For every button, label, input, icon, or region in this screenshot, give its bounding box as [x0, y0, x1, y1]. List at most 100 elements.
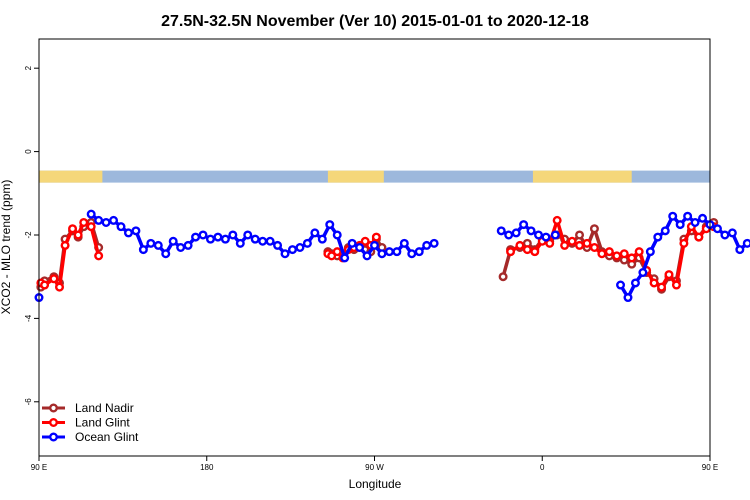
land-glint-point [649, 278, 659, 288]
land-nadir-point [589, 224, 599, 234]
ocean-glint-point [332, 230, 342, 240]
ocean-glint-point [146, 238, 156, 248]
land-glint-point [612, 251, 622, 261]
x-tick-label: 90 E [31, 463, 47, 472]
x-tick-label: 180 [200, 463, 214, 472]
land-glint-point [55, 282, 65, 292]
land-glint-point [589, 242, 599, 252]
land-glint-point [694, 232, 704, 242]
land-glint-point [515, 240, 525, 250]
land-glint-point [327, 251, 337, 261]
ocean-glint-point [630, 278, 640, 288]
ocean-glint-point [325, 220, 335, 230]
legend-swatch-point-land-glint [49, 418, 59, 428]
ocean-glint-point [310, 228, 320, 238]
ocean-glint-point [258, 236, 268, 246]
ocean-glint-point [287, 245, 297, 255]
ocean-glint-point [265, 236, 275, 246]
land-strip [327, 170, 384, 183]
y-tick-label: -2 [24, 231, 33, 239]
ocean-glint-point [161, 249, 171, 259]
land-glint-point [530, 247, 540, 257]
ocean-glint-point [429, 238, 439, 248]
land-glint-point [68, 224, 78, 234]
ocean-glint-point [138, 245, 148, 255]
ocean-glint-point [414, 247, 424, 257]
ocean-glint-point [690, 217, 700, 227]
land-glint-point [679, 238, 689, 248]
land-glint-point [552, 215, 562, 225]
ocean-glint-point [541, 232, 551, 242]
land-glint-point [79, 217, 89, 227]
ocean-glint-point [198, 230, 208, 240]
land-glint-point [522, 245, 532, 255]
land-glint-point [86, 222, 96, 232]
ocean-glint-point [616, 280, 626, 290]
legend-swatch-point-land-nadir [49, 403, 59, 413]
ocean-glint-point [399, 238, 409, 248]
ocean-glint-point [109, 215, 119, 225]
ocean-glint-point [220, 234, 230, 244]
ocean-glint-point [392, 247, 402, 257]
ocean-glint-point [534, 230, 544, 240]
land-glint-point [604, 247, 614, 257]
ocean-glint-point [675, 220, 685, 230]
ocean-glint-point [340, 253, 350, 263]
ocean-glint-point [511, 228, 521, 238]
y-tick-label: 0 [24, 149, 33, 154]
y-tick-label: 2 [24, 65, 33, 70]
ocean-glint-point [735, 245, 745, 255]
ocean-glint-point [660, 226, 670, 236]
land-glint-point [582, 238, 592, 248]
land-strip [532, 170, 632, 183]
ocean-glint-point [250, 234, 260, 244]
x-axis: 90 E 180 90 W 0 90 E [31, 456, 718, 472]
y-axis: 2 0 -2 -4 -6 [24, 65, 39, 405]
ocean-glint-point [422, 240, 432, 250]
y-axis-label: XCO2 - MLO trend (ppm) [0, 180, 13, 315]
ocean-glint-point [235, 238, 245, 248]
ocean-glint-point [720, 230, 730, 240]
ocean-glint-point [504, 230, 514, 240]
x-tick-label: 90 W [365, 463, 384, 472]
ocean-glint-point [355, 242, 365, 252]
ocean-glint-point [243, 230, 253, 240]
ocean-glint-point [86, 209, 96, 219]
ocean-glint-point [683, 211, 693, 221]
ocean-glint-point [638, 268, 648, 278]
ocean-glint-point [712, 224, 722, 234]
land-glint-point [567, 236, 577, 246]
ocean-glint-point [645, 247, 655, 257]
ocean-glint-point [191, 232, 201, 242]
ocean-glint-point [653, 232, 663, 242]
ocean-glint-point [273, 240, 283, 250]
land-glint-point [506, 247, 516, 257]
ocean-glint-point [280, 249, 290, 259]
legend-label-land-nadir: Land Nadir [75, 401, 134, 415]
ocean-glint-point [407, 249, 417, 259]
land-glint-point [545, 238, 555, 248]
land-glint-point [560, 240, 570, 250]
ocean-glint-point [496, 226, 506, 236]
ocean-glint-point [101, 217, 111, 227]
y-tick-label: -6 [24, 398, 33, 406]
x-axis-label: Longitude [349, 477, 402, 491]
ocean-glint-point [183, 240, 193, 250]
land-glint-point [575, 240, 585, 250]
land-nadir-point [575, 230, 585, 240]
land-glint-point [597, 249, 607, 259]
legend-label-land-glint: Land Glint [75, 416, 130, 430]
ocean-glint-point [519, 220, 529, 230]
x-tick-label: 90 E [702, 463, 718, 472]
ocean-glint-point [205, 234, 215, 244]
land-glint-point [657, 282, 667, 292]
ocean-glint-point [550, 230, 560, 240]
ocean-glint-point [213, 232, 223, 242]
series-layer [34, 209, 750, 303]
land-glint-point [49, 274, 59, 284]
ocean-glint-point [668, 211, 678, 221]
ocean-glint-point [370, 240, 380, 250]
land-glint-point [619, 249, 629, 259]
